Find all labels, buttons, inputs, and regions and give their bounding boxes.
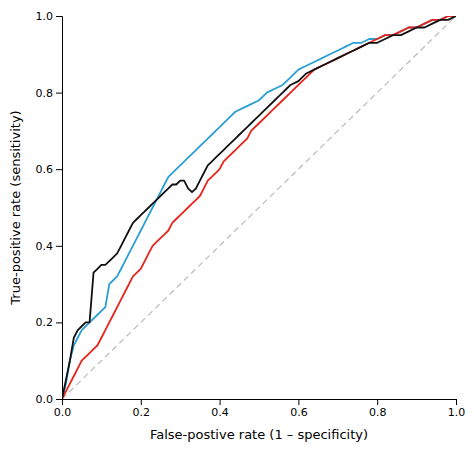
- tick-mark: [56, 16, 62, 17]
- axis-line: [63, 400, 457, 406]
- tick-mark: [456, 399, 457, 405]
- tick-label: 0.0: [54, 406, 72, 419]
- tick: 1.0: [36, 10, 63, 23]
- tick-label: 0.8: [369, 406, 387, 419]
- tick: 0.2: [36, 316, 63, 329]
- tick-label: 0.4: [211, 406, 229, 419]
- axis-line: [56, 17, 63, 400]
- tick: 0.0: [36, 393, 63, 406]
- roc-curve: [62, 16, 456, 399]
- tick: 0.0: [54, 399, 72, 419]
- tick-mark: [56, 169, 62, 170]
- plot: 0.0 0.2 0.4 0.6 0.8 1.0 0.0 0.2 0.4 0.6 0.8 1.0: [36, 10, 466, 419]
- tick: 0.2: [133, 399, 151, 419]
- tick: 0.6: [36, 163, 63, 176]
- tick-label: 0.0: [36, 393, 54, 406]
- y-axis-title: True-positive rate (sensitivity): [8, 110, 23, 305]
- x-axis-title: False-postive rate (1 – specificity): [150, 427, 368, 442]
- roc-curve: [62, 16, 456, 399]
- x-axis: 0.0 0.2 0.4 0.6 0.8 1.0: [54, 399, 466, 419]
- tick-label: 0.8: [36, 87, 54, 100]
- tick-mark: [377, 399, 378, 405]
- roc-curve: [62, 16, 456, 399]
- tick: 0.8: [369, 399, 387, 419]
- chart: 0.0 0.2 0.4 0.6 0.8 1.0 0.0 0.2 0.4 0.6 0.8 1.0 Fals…: [0, 0, 474, 451]
- tick-mark: [56, 399, 62, 400]
- tick: 0.6: [290, 399, 308, 419]
- tick-label: 1.0: [448, 406, 466, 419]
- tick-label: 0.4: [36, 240, 54, 253]
- tick-label: 0.6: [290, 406, 308, 419]
- reference-line: [62, 16, 456, 399]
- tick-label: 0.2: [36, 316, 54, 329]
- tick-label: 0.6: [36, 163, 54, 176]
- tick: 0.4: [211, 399, 229, 419]
- tick: 1.0: [448, 399, 466, 419]
- y-axis: 0.0 0.2 0.4 0.6 0.8 1.0: [36, 10, 63, 406]
- tick-label: 1.0: [36, 10, 54, 23]
- tick: 0.8: [36, 87, 63, 100]
- tick-mark: [141, 399, 142, 405]
- tick-mark: [56, 246, 62, 247]
- series-group: [62, 16, 456, 399]
- tick: 0.4: [36, 240, 63, 253]
- tick-mark: [56, 93, 62, 94]
- tick-mark: [56, 322, 62, 323]
- tick-mark: [220, 399, 221, 405]
- tick-mark: [298, 399, 299, 405]
- tick-label: 0.2: [133, 406, 151, 419]
